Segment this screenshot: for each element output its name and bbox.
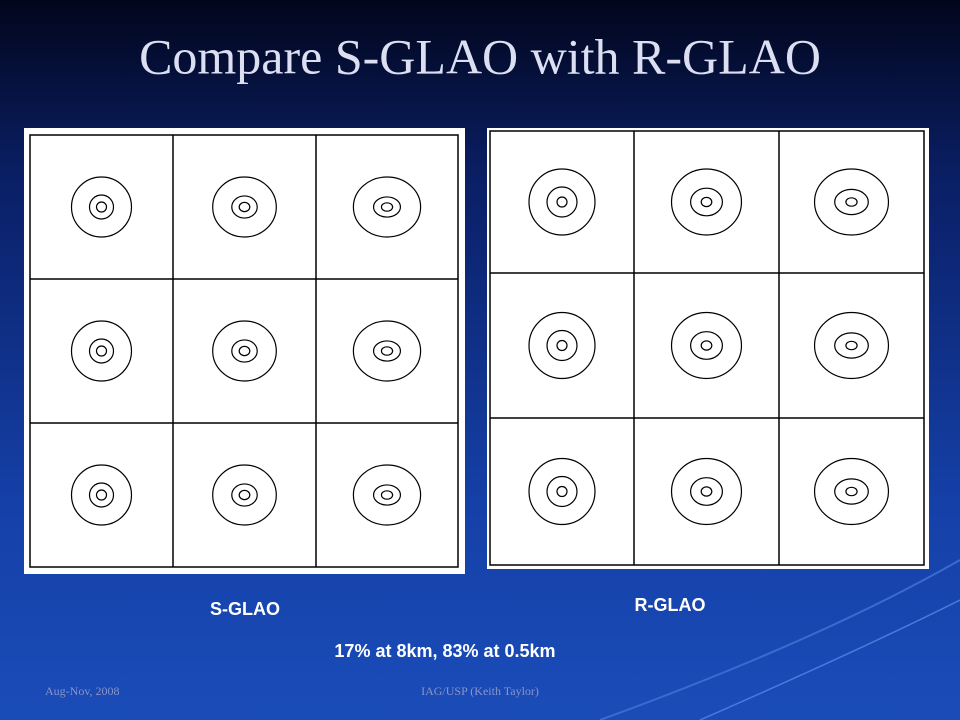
contour: [238, 489, 251, 501]
footer-date: Aug-Nov, 2008: [45, 684, 120, 698]
contour: [212, 176, 277, 238]
contour: [834, 332, 869, 359]
contour: [70, 464, 133, 526]
contour: [546, 475, 578, 508]
contour: [546, 329, 578, 362]
contour: [352, 176, 422, 238]
panel-label: S-GLAO: [210, 599, 280, 619]
contour: [238, 345, 251, 357]
contour: [556, 196, 568, 208]
contour: [212, 320, 277, 382]
contour: [528, 311, 596, 380]
contour: [528, 168, 596, 236]
contour: [231, 483, 258, 507]
contour: [689, 477, 723, 506]
slide-title: Compare S-GLAO with R-GLAO: [139, 28, 821, 84]
contour: [372, 484, 402, 506]
contour: [95, 345, 108, 357]
contour: [556, 485, 568, 498]
caption: 17% at 8km, 83% at 0.5km: [334, 641, 555, 661]
contour: [700, 486, 713, 497]
contour: [238, 201, 251, 213]
contour: [670, 168, 743, 236]
contour: [372, 196, 402, 218]
contour: [352, 464, 422, 526]
contour: [813, 457, 890, 526]
contour: [700, 340, 713, 351]
contour: [813, 311, 890, 380]
contour: [88, 338, 115, 364]
contour: [70, 176, 133, 238]
contour: [212, 464, 277, 526]
contour: [556, 339, 568, 352]
contour: [689, 187, 723, 217]
contour: [546, 186, 578, 218]
decor-curve: [599, 559, 960, 720]
contour: [231, 195, 258, 219]
contour: [95, 489, 108, 501]
contour: [372, 340, 402, 362]
contour: [813, 168, 890, 236]
panel-image: [487, 128, 929, 569]
contour: [845, 486, 858, 497]
decor-curve: [699, 599, 960, 720]
contour: [834, 478, 869, 505]
contour: [88, 482, 115, 508]
grid-frame: [489, 130, 925, 566]
contour: [845, 197, 858, 207]
contour: [231, 339, 258, 363]
contour: [70, 320, 133, 382]
contour: [380, 202, 394, 212]
contour: [352, 320, 422, 382]
contour: [88, 194, 115, 220]
contour: [670, 311, 743, 380]
contour: [689, 331, 723, 360]
contour: [528, 457, 596, 526]
grid-frame: [29, 134, 459, 568]
panel-image: [24, 128, 465, 574]
contour: [670, 457, 743, 526]
panel-label: R-GLAO: [635, 595, 706, 615]
contour: [834, 188, 869, 216]
contour: [380, 490, 394, 500]
contour: [380, 346, 394, 356]
contour: [700, 196, 713, 208]
footer-author: IAG/USP (Keith Taylor): [421, 684, 539, 698]
contour: [845, 340, 858, 351]
contour: [95, 201, 108, 213]
panels: [24, 128, 929, 574]
